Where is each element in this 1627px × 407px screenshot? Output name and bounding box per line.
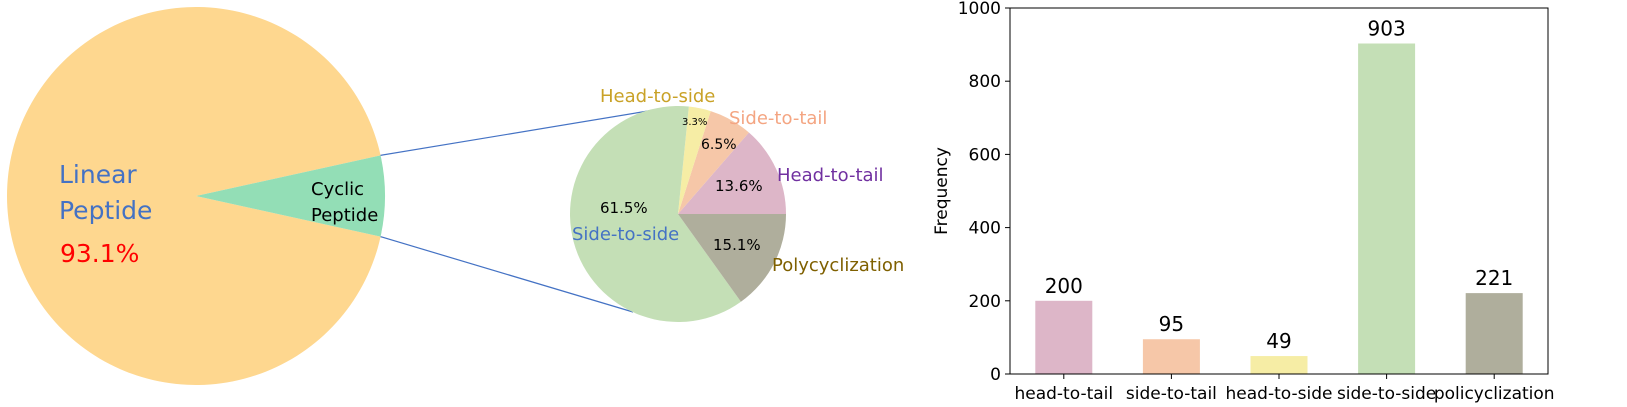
- y-tick-label-600: 600: [969, 145, 1001, 165]
- pie-percent-linear-peptide: 93.1%: [60, 239, 139, 268]
- x-tick-label-policyclization: policyclization: [1434, 384, 1555, 404]
- pie-percent-head-to-tail: 13.6%: [715, 177, 763, 195]
- y-tick-label-200: 200: [969, 292, 1001, 312]
- bar-value-label-policyclization: 221: [1475, 266, 1513, 290]
- connector-line-bottom: [380, 236, 634, 313]
- pie-slice-head-to-side: [678, 106, 711, 214]
- bar-value-label-head-to-tail: 200: [1045, 274, 1083, 298]
- y-tick-label-400: 400: [969, 219, 1001, 239]
- connector-line-top: [380, 108, 661, 156]
- zoom-connector-lines: [380, 108, 661, 313]
- pie-label-side-to-tail: Side-to-tail: [729, 108, 827, 129]
- x-tick-label-side-to-side: side-to-side: [1337, 384, 1436, 404]
- pie-label-head-to-tail: Head-to-tail: [777, 165, 884, 186]
- bar-value-label-head-to-side: 49: [1266, 329, 1291, 353]
- y-tick-label-0: 0: [990, 365, 1001, 385]
- bar-value-label-side-to-tail: 95: [1159, 312, 1184, 336]
- pie-slice-side-to-side: [570, 106, 741, 322]
- frequency-bar-chart: 200 head-to-tail 95 side-to-tail 49 head-to-s…: [932, 0, 1555, 404]
- pie-label-side-to-side: Side-to-side: [572, 224, 679, 245]
- bar-side-to-side: [1358, 43, 1416, 374]
- main-pie-chart: Linear Peptide 93.1% Cyclic Peptide: [6, 7, 385, 385]
- y-tick-label-800: 800: [969, 72, 1001, 92]
- bar-head-to-side: [1250, 356, 1308, 374]
- pie-label-head-to-side: Head-to-side: [600, 86, 715, 107]
- x-tick-label-head-to-tail: head-to-tail: [1014, 384, 1113, 404]
- pie-label-linear-peptide: Linear Peptide: [59, 160, 152, 225]
- pie-percent-side-to-tail: 6.5%: [701, 137, 737, 153]
- y-tick-label-1000: 1000: [958, 0, 1001, 19]
- bar-policyclization: [1465, 293, 1523, 374]
- pie-slice-cyclic-peptide: [196, 155, 385, 237]
- pie-percent-side-to-side: 61.5%: [600, 199, 648, 217]
- pie-label-cyclic-peptide: Cyclic Peptide: [311, 179, 378, 226]
- bar-value-label-side-to-side: 903: [1368, 17, 1406, 41]
- pie-percent-head-to-side: 3.3%: [682, 117, 707, 128]
- pie-percent-polycyclization: 15.1%: [713, 236, 761, 254]
- x-tick-label-side-to-tail: side-to-tail: [1126, 384, 1217, 404]
- x-tick-label-head-to-side: head-to-side: [1226, 384, 1333, 404]
- pie-slice-polycyclization: [678, 214, 786, 302]
- pie-slice-side-to-tail: [678, 111, 749, 214]
- bar-head-to-tail: [1035, 300, 1093, 374]
- pie-slice-linear-peptide: [6, 7, 381, 385]
- cyclic-breakdown-pie-chart: Head-to-tail Polycyclization Side-to-side H…: [570, 86, 904, 322]
- plot-frame: [1009, 7, 1549, 375]
- bar-side-to-tail: [1142, 339, 1200, 374]
- pie-slice-head-to-tail: [678, 132, 786, 214]
- pie-label-polycyclization: Polycyclization: [772, 255, 904, 276]
- y-axis-label: Frequency: [932, 147, 952, 235]
